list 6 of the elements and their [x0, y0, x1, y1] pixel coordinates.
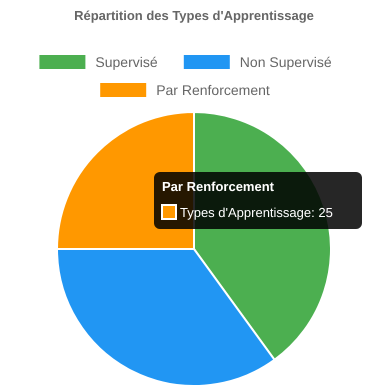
chart-title: Répartition des Types d'Apprentissage — [74, 8, 314, 23]
text: Par Renforcement — [162, 179, 275, 194]
legend-label: Supervisé — [95, 54, 158, 70]
text: Types d'Apprentissage: 25 — [180, 205, 333, 220]
legend-label: Par Renforcement — [156, 82, 270, 98]
legend-label: Non Supervisé — [240, 54, 332, 70]
